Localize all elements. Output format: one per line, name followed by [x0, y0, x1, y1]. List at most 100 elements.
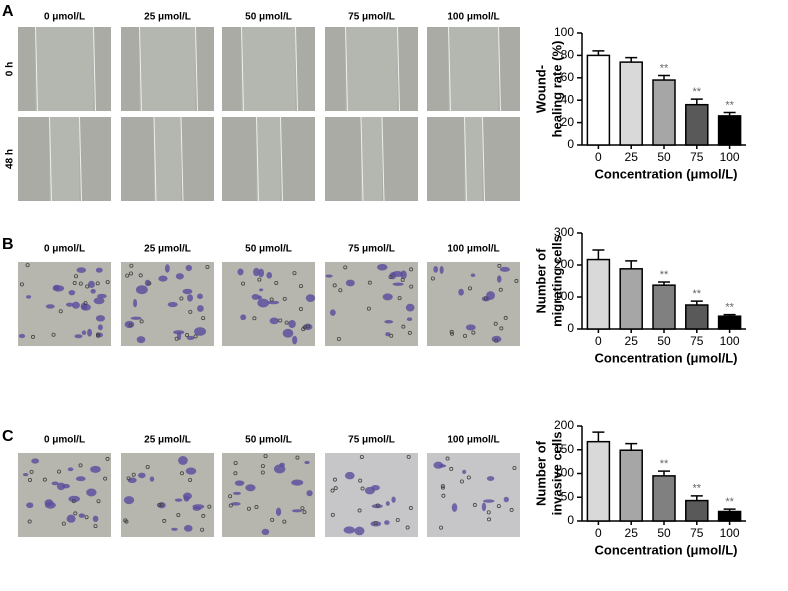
pore	[145, 465, 150, 470]
cell	[503, 496, 509, 503]
cell	[25, 295, 32, 299]
wound-gap	[154, 117, 181, 201]
column-label: 100 μmol/L	[447, 12, 499, 23]
cell	[267, 300, 280, 305]
row-label: 48 h	[5, 149, 16, 169]
bar	[652, 79, 676, 146]
micrograph	[325, 26, 418, 112]
row-label: 0 h	[5, 62, 16, 76]
pore	[509, 507, 514, 512]
pore	[466, 475, 471, 480]
y-tick-label: 0	[567, 321, 574, 335]
x-tick-label: 100	[720, 150, 740, 164]
x-tick-label: 75	[690, 150, 704, 164]
pore	[157, 503, 162, 508]
pore	[71, 499, 76, 504]
wound-edge	[498, 26, 501, 112]
pore	[333, 486, 338, 491]
wound-edge	[280, 116, 283, 202]
cell	[325, 274, 333, 278]
wound-edge	[381, 116, 385, 202]
cell	[149, 476, 155, 482]
cell	[81, 303, 91, 311]
x-tick-label: 25	[625, 526, 639, 540]
pore	[174, 336, 179, 341]
pore	[270, 517, 275, 522]
micrograph	[325, 262, 418, 346]
pore	[188, 309, 193, 314]
x-tick-label: 50	[657, 334, 671, 348]
pore	[131, 472, 136, 477]
significance-label: **	[725, 496, 734, 508]
cell	[258, 268, 265, 278]
pore	[445, 456, 450, 461]
cell	[266, 271, 273, 279]
cell	[185, 467, 197, 475]
bar	[652, 284, 676, 330]
significance-label: **	[693, 86, 702, 98]
cell	[171, 527, 178, 531]
pore	[228, 503, 233, 508]
cell	[90, 465, 101, 473]
cell	[51, 481, 59, 486]
cell	[279, 462, 285, 467]
pore	[93, 524, 98, 529]
cell	[257, 298, 270, 308]
cell	[253, 267, 260, 277]
error-bar	[723, 508, 736, 512]
cell	[92, 515, 99, 523]
cell	[56, 482, 66, 491]
pore	[397, 296, 402, 301]
pore	[459, 479, 464, 484]
cell	[237, 268, 244, 276]
micrograph	[222, 116, 315, 202]
cell	[174, 498, 183, 502]
cell	[354, 526, 365, 536]
y-tick-label: 200	[554, 418, 574, 432]
pore	[332, 477, 337, 482]
pore	[51, 332, 56, 337]
micrograph	[325, 453, 418, 537]
cell	[87, 280, 95, 289]
cell	[245, 484, 256, 492]
wound-gap	[49, 117, 80, 201]
error-bar	[592, 431, 605, 442]
panel-letter: C	[2, 428, 14, 445]
pore	[179, 471, 184, 476]
cell	[178, 456, 188, 465]
cell	[234, 480, 245, 486]
x-tick-label: 50	[657, 526, 671, 540]
pore	[147, 281, 152, 286]
column-label: 0 μmol/L	[44, 12, 85, 23]
cell	[61, 483, 70, 489]
x-tick-label: 75	[690, 334, 704, 348]
pore	[330, 488, 335, 493]
cell	[182, 288, 193, 295]
wound-edge	[79, 116, 82, 202]
cell	[67, 467, 74, 472]
pore	[486, 510, 491, 515]
pore	[228, 494, 233, 499]
wound-edge	[464, 116, 467, 202]
error-bar	[723, 313, 736, 317]
pore	[330, 512, 335, 517]
cell	[95, 315, 106, 322]
pore	[27, 519, 32, 524]
significance-label: **	[693, 483, 702, 495]
pore	[126, 476, 131, 481]
pore	[400, 277, 405, 282]
y-tick-label: 60	[561, 70, 575, 84]
pore	[128, 323, 133, 328]
y-tick-label: 150	[554, 442, 574, 456]
pore	[257, 277, 262, 282]
x-axis-label: Concentration (μmol/L)	[595, 350, 738, 365]
pore	[301, 327, 306, 332]
cell	[186, 335, 195, 340]
cell	[136, 336, 146, 344]
y-axis-label: Wound-	[533, 65, 548, 113]
pore	[499, 326, 504, 331]
cell	[433, 461, 444, 469]
column-label: 100 μmol/L	[447, 244, 499, 255]
pore	[95, 332, 100, 337]
